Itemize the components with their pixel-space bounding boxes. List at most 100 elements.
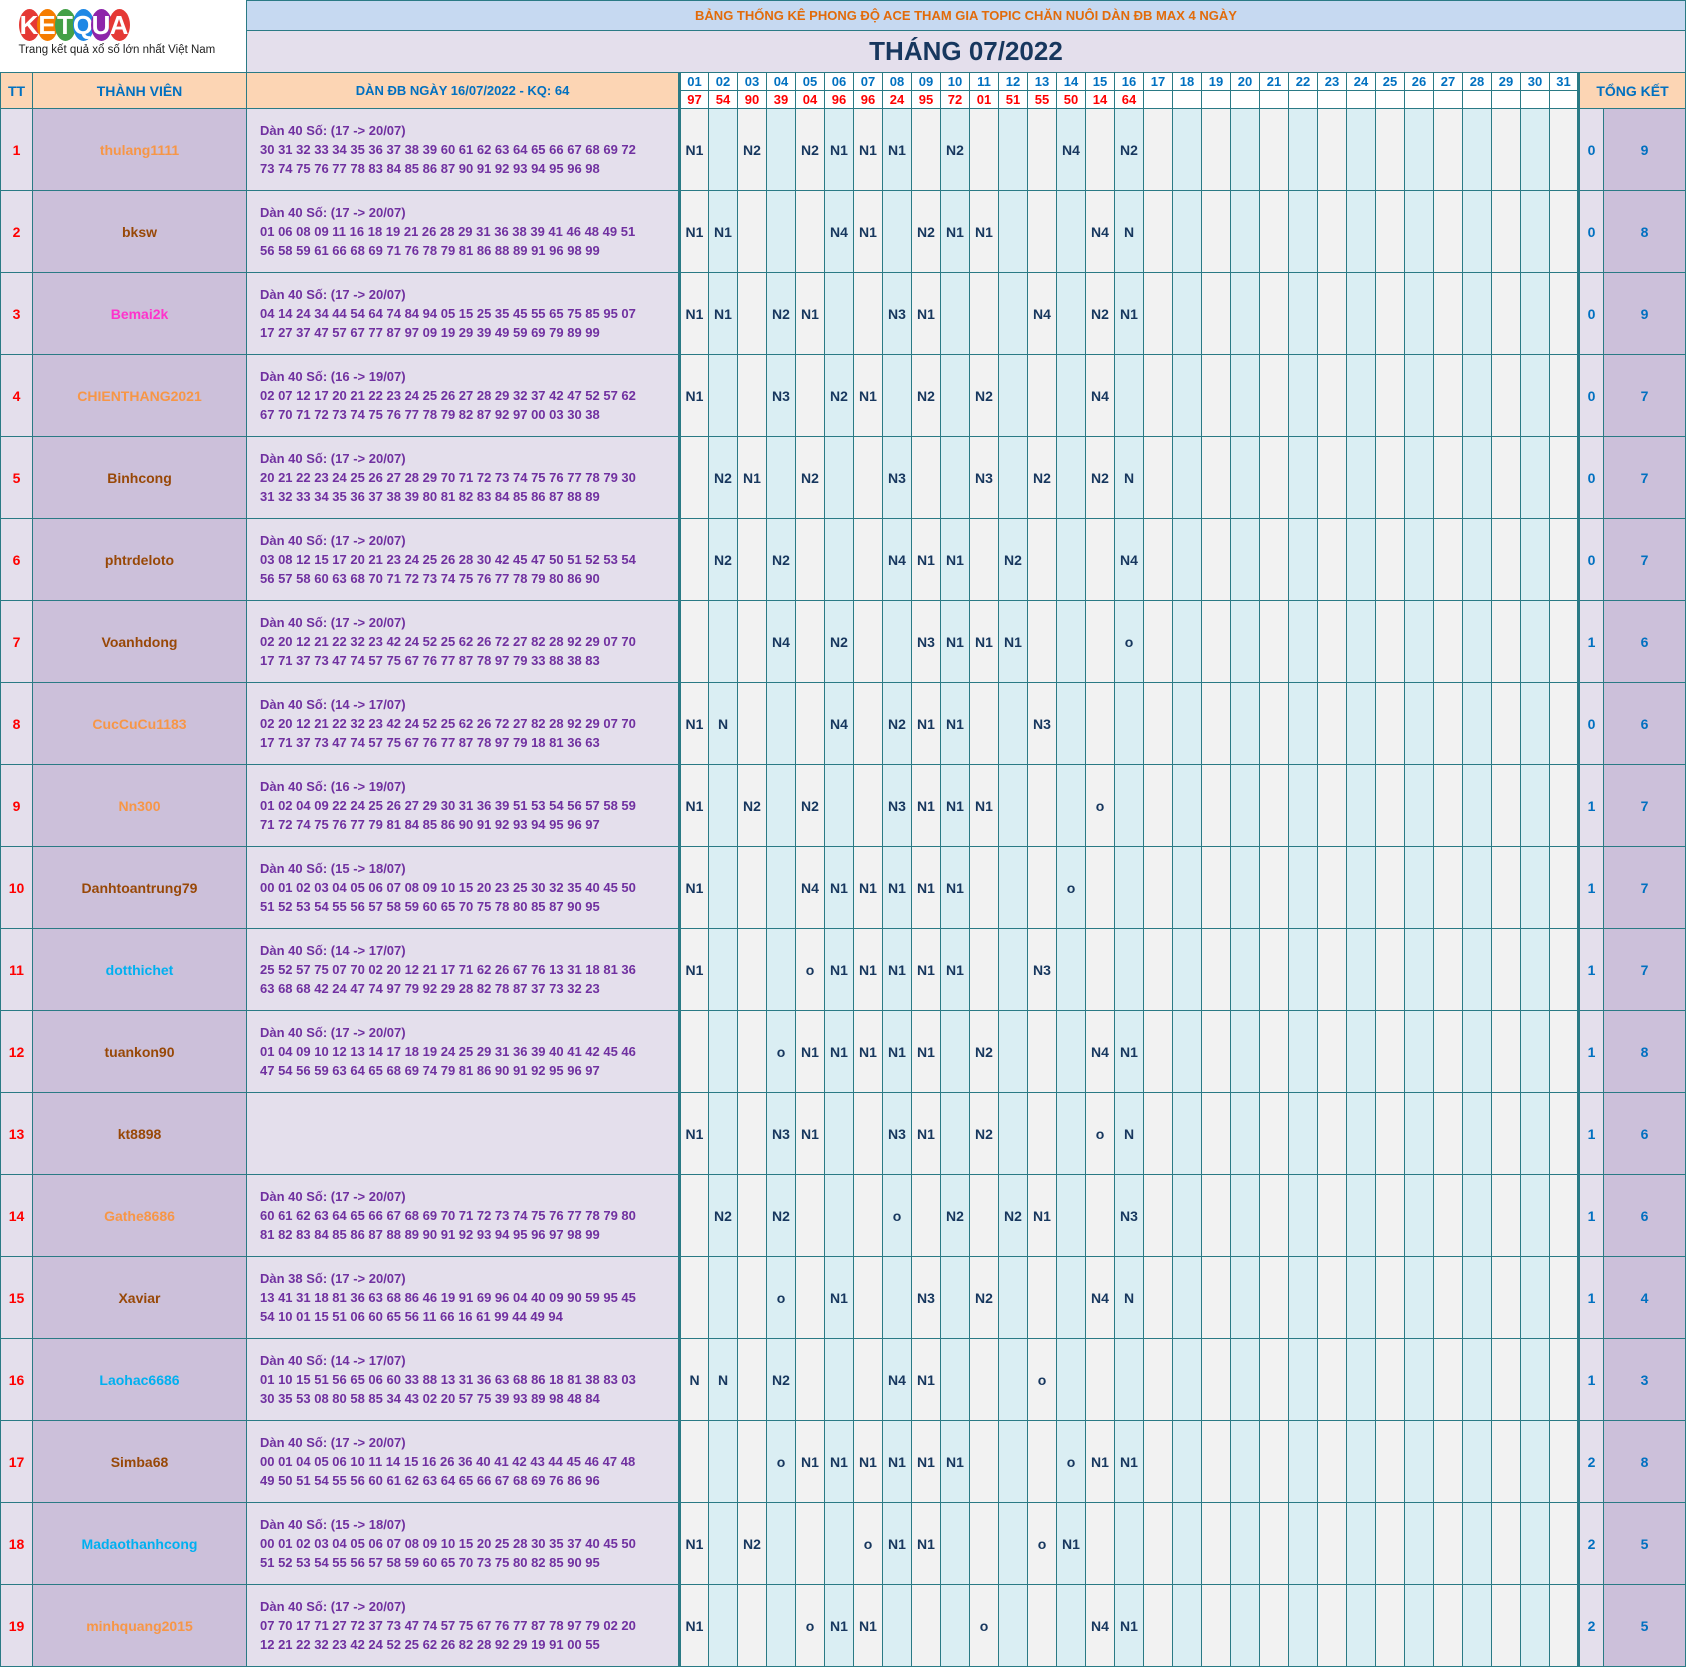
day-cell bbox=[1375, 190, 1405, 273]
day-result: 96 bbox=[853, 90, 883, 109]
member-name[interactable]: bksw bbox=[32, 190, 247, 273]
summary-count: 0 bbox=[1577, 108, 1604, 191]
member-name[interactable]: Danhtoantrung79 bbox=[32, 846, 247, 929]
day-header: 27 bbox=[1433, 72, 1463, 91]
dan-cell: Dàn 40 Số: (17 -> 20/07) 01 04 09 10 12 1… bbox=[246, 1010, 681, 1093]
day-cell bbox=[969, 1338, 999, 1421]
day-cell bbox=[824, 1092, 854, 1175]
row-number: 12 bbox=[0, 1010, 33, 1093]
member-name[interactable]: Xaviar bbox=[32, 1256, 247, 1339]
day-cell: N1 bbox=[795, 1092, 825, 1175]
member-name[interactable]: Gathe8686 bbox=[32, 1174, 247, 1257]
day-cell bbox=[1404, 1010, 1434, 1093]
member-name[interactable]: CHIENTHANG2021 bbox=[32, 354, 247, 437]
day-cell bbox=[1520, 272, 1550, 355]
member-name[interactable]: Laohac6686 bbox=[32, 1338, 247, 1421]
day-cell bbox=[1491, 190, 1521, 273]
day-cell bbox=[1201, 928, 1231, 1011]
day-cell bbox=[882, 1256, 912, 1339]
day-header: 19 bbox=[1201, 72, 1231, 91]
summary-total: 4 bbox=[1603, 1256, 1686, 1339]
summary-total: 6 bbox=[1603, 600, 1686, 683]
day-cell bbox=[940, 436, 970, 519]
row-number: 13 bbox=[0, 1092, 33, 1175]
day-cell: N1 bbox=[679, 190, 709, 273]
dan-cell: Dàn 40 Số: (17 -> 20/07) 02 20 12 21 22 3… bbox=[246, 600, 681, 683]
day-cell: N1 bbox=[679, 928, 709, 1011]
day-cell bbox=[1549, 272, 1579, 355]
day-cell bbox=[1491, 600, 1521, 683]
day-cell bbox=[1404, 108, 1434, 191]
day-result bbox=[1288, 90, 1318, 109]
summary-total: 5 bbox=[1603, 1584, 1686, 1667]
day-cell bbox=[998, 272, 1028, 355]
member-name[interactable]: CucCuCu1183 bbox=[32, 682, 247, 765]
member-name[interactable]: thulang1111 bbox=[32, 108, 247, 191]
day-cell bbox=[1346, 1010, 1376, 1093]
member-name[interactable]: Bemai2k bbox=[32, 272, 247, 355]
member-name[interactable]: Nn300 bbox=[32, 764, 247, 847]
day-cell bbox=[1375, 1092, 1405, 1175]
member-name[interactable]: tuankon90 bbox=[32, 1010, 247, 1093]
dan-numbers: 01 06 08 09 11 16 18 19 21 26 28 29 31 3… bbox=[260, 224, 636, 239]
summary-total: 7 bbox=[1603, 518, 1686, 601]
dan-title: Dàn 40 Số: (17 -> 20/07) bbox=[260, 287, 406, 302]
day-cell bbox=[1520, 436, 1550, 519]
day-cell bbox=[1346, 108, 1376, 191]
day-cell bbox=[1317, 1256, 1347, 1339]
day-header: 31 bbox=[1549, 72, 1579, 91]
day-cell bbox=[679, 1010, 709, 1093]
dan-numbers: 30 35 53 08 80 58 85 34 43 02 20 57 75 3… bbox=[260, 1391, 600, 1406]
day-cell: N1 bbox=[853, 928, 883, 1011]
member-name[interactable]: dotthichet bbox=[32, 928, 247, 1011]
member-name[interactable]: Simba68 bbox=[32, 1420, 247, 1503]
day-cell bbox=[1172, 682, 1202, 765]
day-cell: N3 bbox=[882, 1092, 912, 1175]
day-cell: N2 bbox=[795, 436, 825, 519]
day-result: 55 bbox=[1027, 90, 1057, 109]
day-cell: N1 bbox=[853, 1584, 883, 1667]
day-cell bbox=[1172, 354, 1202, 437]
day-cell: N1 bbox=[911, 1092, 941, 1175]
day-cell: N1 bbox=[853, 846, 883, 929]
day-header: 13 bbox=[1027, 72, 1057, 91]
member-name[interactable]: kt8898 bbox=[32, 1092, 247, 1175]
member-name[interactable]: Madaothanhcong bbox=[32, 1502, 247, 1585]
day-cell: N1 bbox=[824, 1010, 854, 1093]
day-cell bbox=[737, 518, 767, 601]
day-cell bbox=[1259, 1174, 1289, 1257]
dan-cell: Dàn 40 Số: (14 -> 17/07) 02 20 12 21 22 3… bbox=[246, 682, 681, 765]
day-cell bbox=[737, 1092, 767, 1175]
day-cell bbox=[1230, 1174, 1260, 1257]
day-cell bbox=[1259, 272, 1289, 355]
logo[interactable]: KETQUA .net Trang kết quả xổ số lớn nhất … bbox=[0, 0, 247, 73]
day-cell: N1 bbox=[940, 682, 970, 765]
day-cell: N1 bbox=[795, 1010, 825, 1093]
member-name[interactable]: Voanhdong bbox=[32, 600, 247, 683]
day-cell: N2 bbox=[824, 354, 854, 437]
day-cell bbox=[708, 764, 738, 847]
summary-count: 0 bbox=[1577, 190, 1604, 273]
day-cell bbox=[1114, 682, 1144, 765]
day-cell: N1 bbox=[911, 764, 941, 847]
member-name[interactable]: phtrdeloto bbox=[32, 518, 247, 601]
table-row: 3 Bemai2k Dàn 40 Số: (17 -> 20/07) 04 14 24… bbox=[0, 272, 1686, 355]
day-header: 05 bbox=[795, 72, 825, 91]
day-cell bbox=[1346, 600, 1376, 683]
day-cell bbox=[940, 1338, 970, 1421]
day-cell bbox=[1056, 682, 1086, 765]
day-cell bbox=[1549, 1420, 1579, 1503]
day-cell: N3 bbox=[766, 1092, 796, 1175]
member-name[interactable]: minhquang2015 bbox=[32, 1584, 247, 1667]
day-cell bbox=[824, 518, 854, 601]
summary-total: 8 bbox=[1603, 1420, 1686, 1503]
day-cell bbox=[1230, 1420, 1260, 1503]
day-cell: N1 bbox=[708, 272, 738, 355]
member-name[interactable]: Binhcong bbox=[32, 436, 247, 519]
day-cell bbox=[1056, 1584, 1086, 1667]
day-cell bbox=[1433, 1338, 1463, 1421]
day-result bbox=[1317, 90, 1347, 109]
day-cell bbox=[1201, 1420, 1231, 1503]
dan-title: Dàn 40 Số: (17 -> 20/07) bbox=[260, 205, 406, 220]
day-cell bbox=[737, 928, 767, 1011]
